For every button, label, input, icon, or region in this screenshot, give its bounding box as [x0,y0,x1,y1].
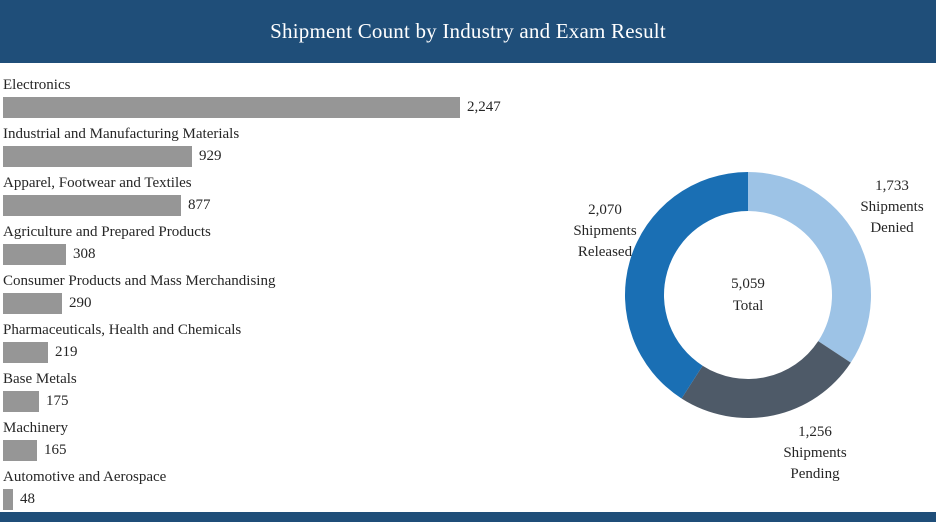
industry-bar[interactable] [3,293,62,314]
denied-word1: Shipments [860,199,924,215]
bar-line: 877 [3,195,535,216]
industry-bar[interactable] [3,440,37,461]
pending-segment-label: 1,256 Shipments Pending [760,422,870,485]
bar-line: 175 [3,391,535,412]
bar-row: Electronics 2,247 [3,73,535,122]
bar-row: Automotive and Aerospace 48 [3,465,535,514]
donut-rings [624,171,872,419]
bar-row: Pharmaceuticals, Health and Chemicals 21… [3,318,535,367]
bar-row: Agriculture and Prepared Products 308 [3,220,535,269]
bar-line: 165 [3,440,535,461]
bar-value-label: 877 [188,197,211,213]
denied-word2: Denied [870,220,914,236]
title-bar: Shipment Count by Industry and Exam Resu… [0,0,936,63]
denied-segment-label: 1,733 Shipments Denied [837,176,936,239]
released-segment-label: 2,070 Shipments Released [550,200,660,263]
footer-bar [0,512,936,522]
industry-label: Automotive and Aerospace [3,469,167,485]
denied-value: 1,733 [875,178,909,194]
donut-segment-shipments-pending[interactable] [681,341,851,419]
industry-bar[interactable] [3,146,192,167]
industry-bar[interactable] [3,195,181,216]
page-title: Shipment Count by Industry and Exam Resu… [270,19,666,43]
released-word2: Released [577,244,633,260]
industry-bar-chart: Electronics 2,247 Industrial and Manufac… [3,73,535,514]
exam-result-donut-chart: 1,733 Shipments Denied 2,070 Shipments R… [540,63,936,522]
bar-row: Machinery 165 [3,416,535,465]
bar-row: Consumer Products and Mass Merchandising… [3,269,535,318]
bar-line: 48 [3,489,535,510]
bar-value-label: 290 [69,295,92,311]
donut-center-label: 5,059 Total [688,273,808,317]
industry-label: Machinery [3,420,68,436]
bar-value-label: 175 [46,393,69,409]
bar-value-label: 2,247 [467,99,501,115]
bar-value-label: 48 [20,491,35,507]
released-word1: Shipments [573,223,637,239]
bar-value-label: 929 [199,148,222,164]
pending-word2: Pending [790,466,840,482]
bar-row: Industrial and Manufacturing Materials 9… [3,122,535,171]
bar-line: 219 [3,342,535,363]
industry-label: Agriculture and Prepared Products [3,224,211,240]
pending-value: 1,256 [798,424,832,440]
industry-label: Industrial and Manufacturing Materials [3,126,240,142]
pending-word1: Shipments [783,445,847,461]
industry-label: Consumer Products and Mass Merchandising [3,273,276,289]
bar-line: 2,247 [3,97,535,118]
donut-segment-shipments-denied[interactable] [748,172,872,363]
bar-value-label: 219 [55,344,78,360]
bar-line: 290 [3,293,535,314]
donut-total-word: Total [732,298,764,314]
bar-row: Apparel, Footwear and Textiles 877 [3,171,535,220]
industry-bar[interactable] [3,489,13,510]
industry-bar[interactable] [3,342,48,363]
industry-label: Electronics [3,77,71,93]
donut-segment-shipments-released[interactable] [624,171,748,399]
bar-row: Base Metals 175 [3,367,535,416]
donut-total-value: 5,059 [731,276,765,292]
industry-label: Base Metals [3,371,77,387]
industry-bar[interactable] [3,97,460,118]
bar-line: 929 [3,146,535,167]
bar-value-label: 308 [73,246,96,262]
released-value: 2,070 [588,202,622,218]
industry-bar[interactable] [3,244,66,265]
bar-line: 308 [3,244,535,265]
industry-label: Pharmaceuticals, Health and Chemicals [3,322,242,338]
bar-value-label: 165 [44,442,67,458]
industry-bar[interactable] [3,391,39,412]
industry-label: Apparel, Footwear and Textiles [3,175,192,191]
